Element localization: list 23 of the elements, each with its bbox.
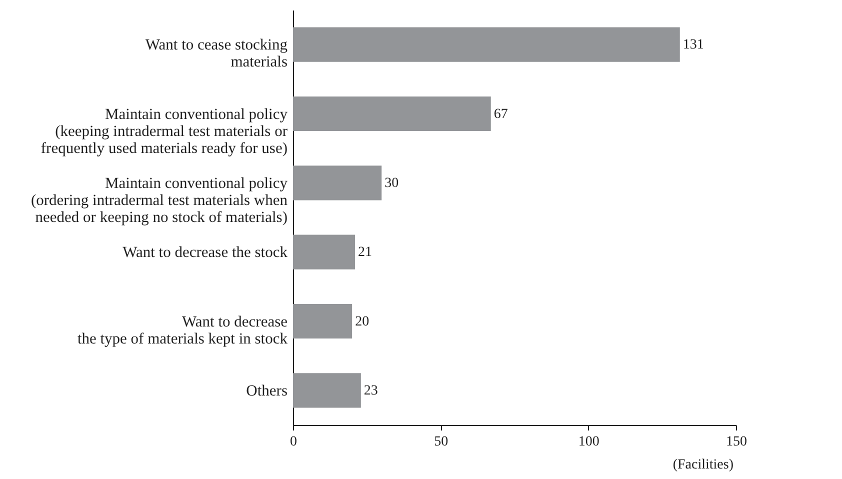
y-tick-label: Maintain conventional policy (ordering intradermal test materials when needed or keeping no stock of materials) [30,174,288,226]
y-tick-label: Others [246,382,288,400]
y-tick-label: Want to cease stocking materials [145,36,288,71]
x-tick-label: 100 [578,434,600,450]
y-tick-label: Want to decrease the type of materials kept in stock [77,313,288,348]
bar [293,304,352,339]
data-label: 23 [364,383,378,398]
y-tick-label: Want to decrease the stock [122,244,288,262]
data-label: 67 [494,106,508,122]
x-tick-label: 0 [290,434,297,450]
bar [293,234,356,270]
bar [293,96,491,132]
data-label: 30 [384,176,399,191]
x-axis-title: (Facilities) [672,458,734,472]
y-tick-label: Maintain conventional policy (keeping intradermal test materials or frequently used materials ready for use) [40,106,288,157]
data-label: 131 [682,38,704,53]
x-tick-label: 150 [726,434,747,450]
bar [293,27,680,62]
x-tick-label: 50 [434,434,448,450]
bar [293,166,382,200]
data-label: 21 [358,245,372,260]
bar [293,373,361,408]
data-label: 20 [355,314,370,330]
